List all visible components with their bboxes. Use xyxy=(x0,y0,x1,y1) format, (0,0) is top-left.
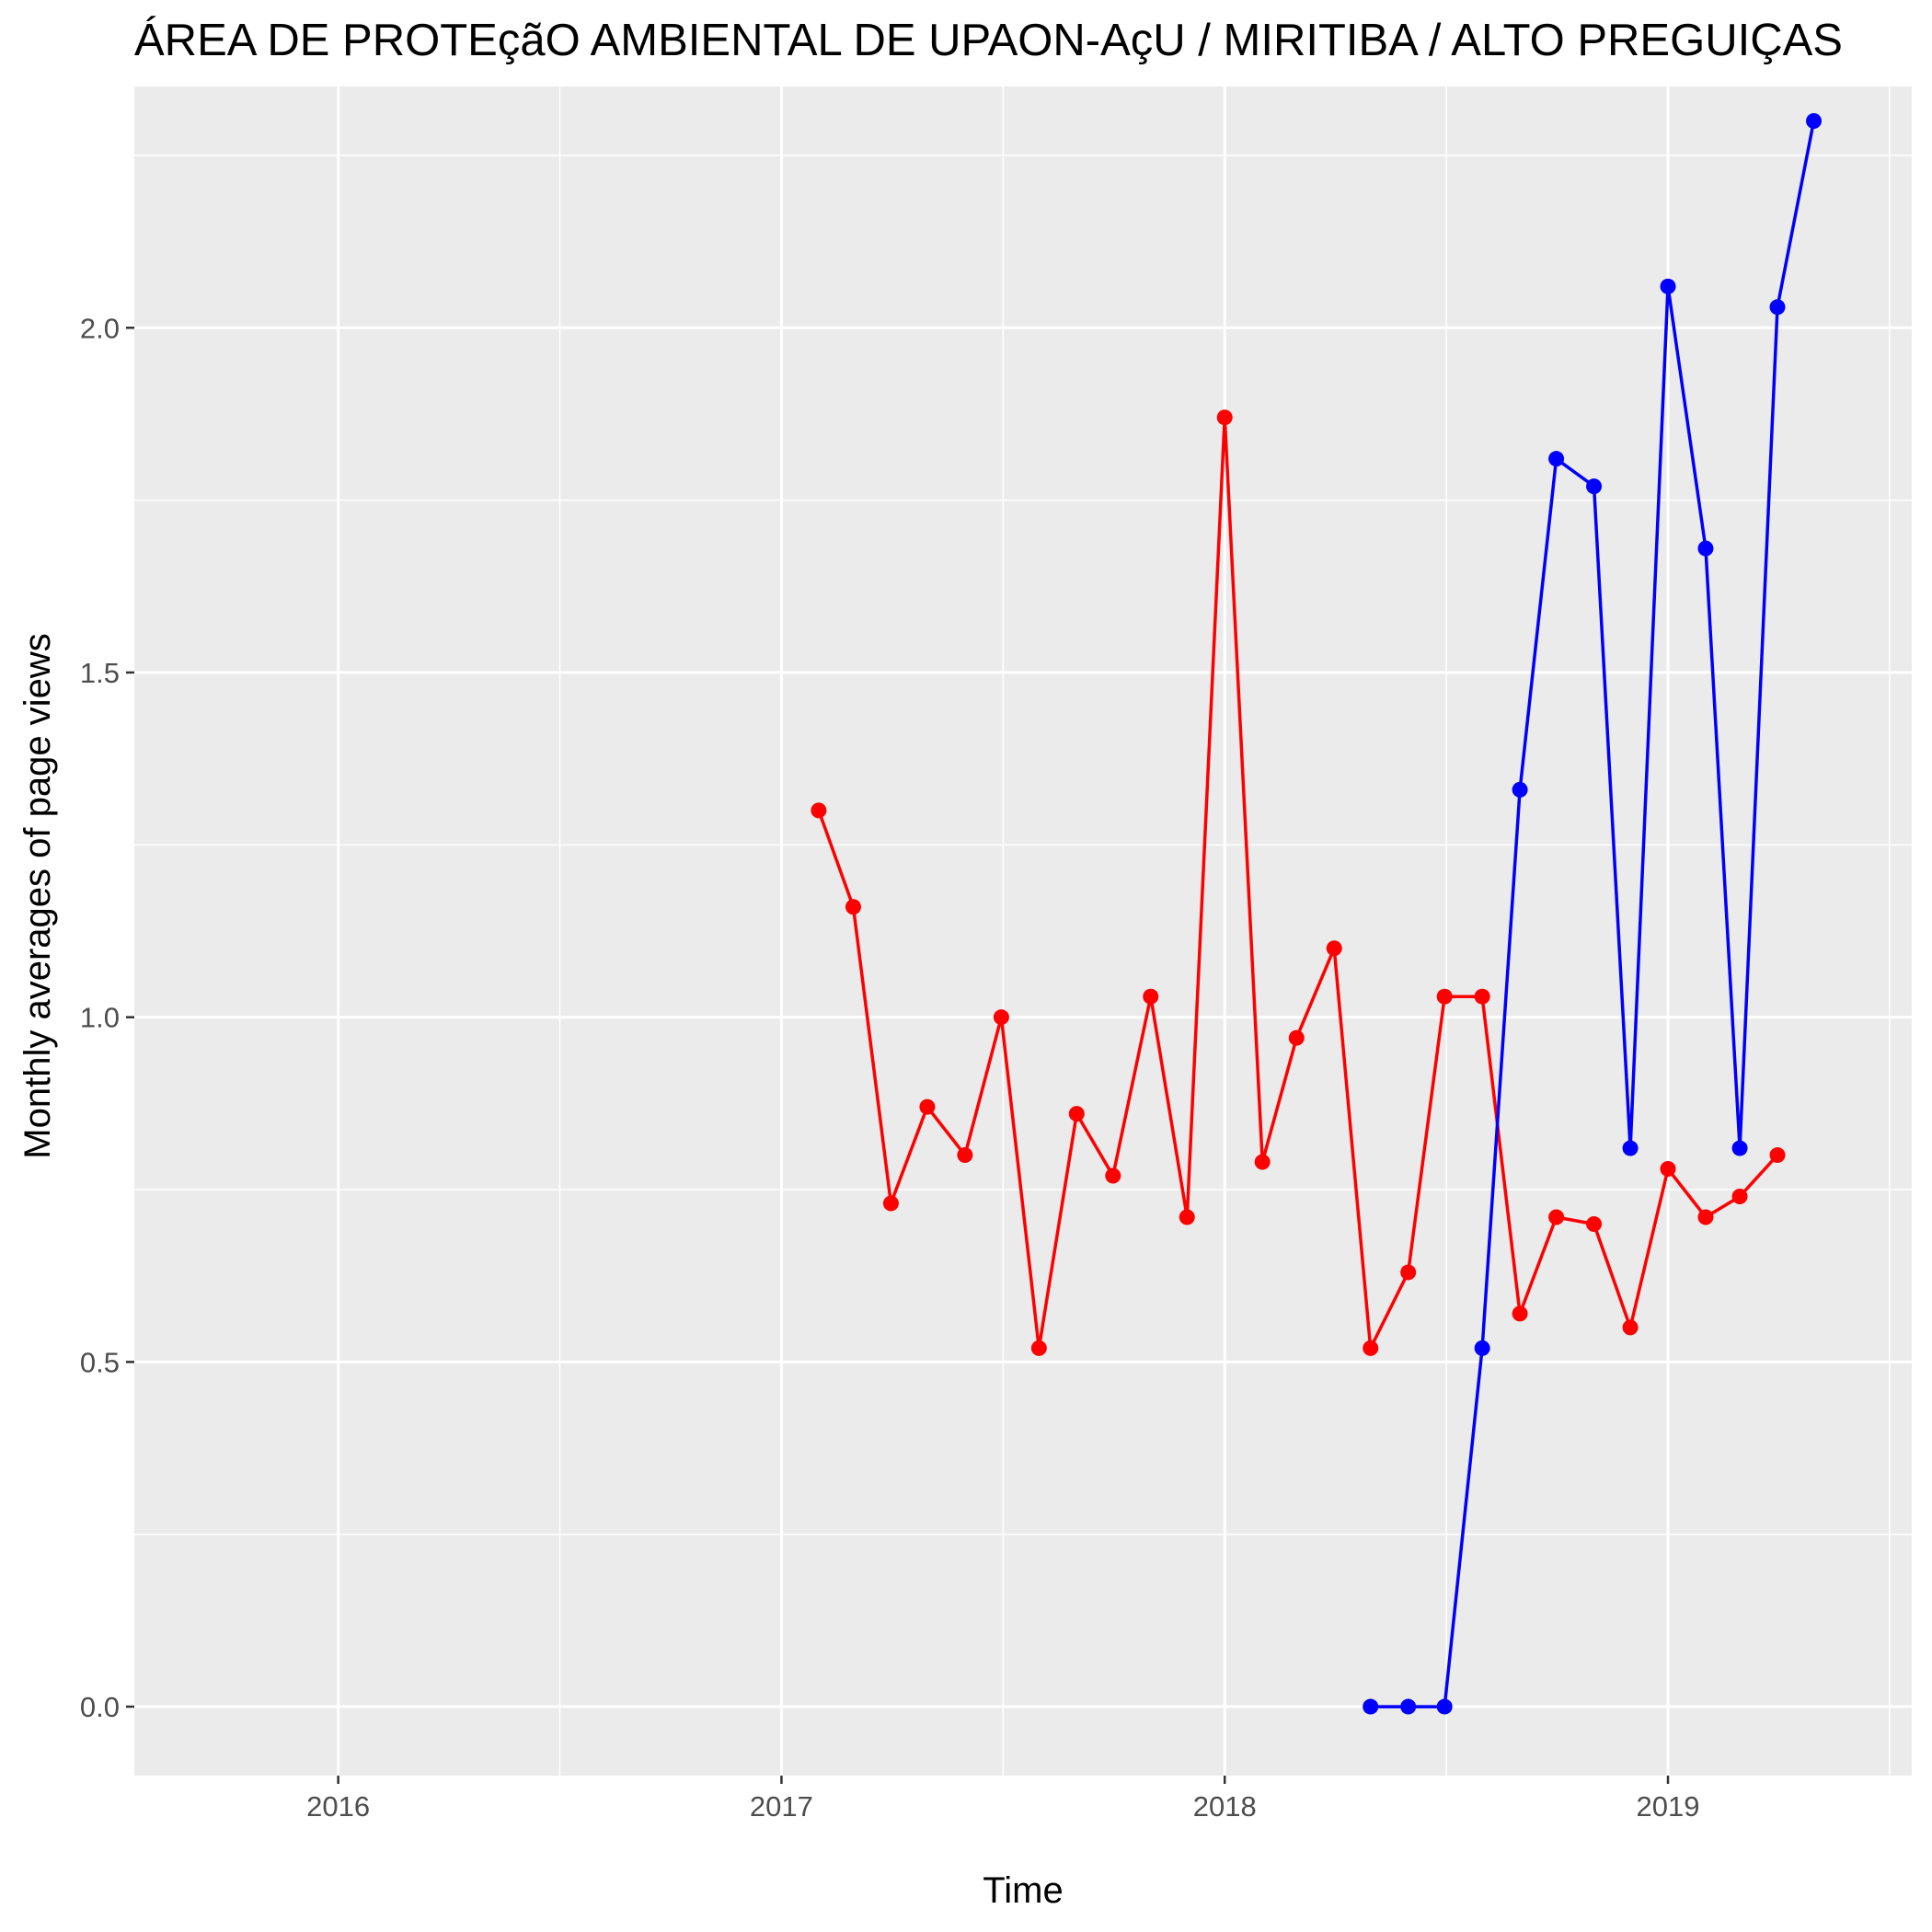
y-tick-label: 2.0 xyxy=(80,312,120,344)
data-point xyxy=(1769,299,1786,316)
data-point xyxy=(1586,1215,1603,1232)
y-tick-label: 0.0 xyxy=(80,1691,120,1723)
data-point xyxy=(845,899,861,915)
data-point xyxy=(1326,940,1342,957)
data-point xyxy=(1363,1340,1379,1356)
y-axis: 0.0 0.5 1.0 1.5 2.0 xyxy=(80,312,134,1723)
data-point xyxy=(1474,988,1490,1005)
data-point xyxy=(1068,1106,1085,1122)
data-point xyxy=(1697,1209,1714,1225)
x-tick-label: 2017 xyxy=(750,1790,813,1823)
data-point xyxy=(1143,988,1159,1005)
data-point xyxy=(1731,1189,1748,1205)
x-axis-title: Time xyxy=(983,1870,1063,1911)
data-point xyxy=(1400,1264,1417,1281)
data-point xyxy=(1586,478,1603,495)
chart-title: ÁREA DE PROTEçãO AMBIENTAL DE UPAON-AçU … xyxy=(134,16,1843,65)
data-point xyxy=(1436,988,1453,1005)
data-point xyxy=(1769,1147,1786,1164)
data-point xyxy=(919,1098,936,1115)
data-point xyxy=(1731,1140,1748,1156)
y-tick-label: 1.0 xyxy=(80,1002,120,1034)
data-point xyxy=(1030,1340,1047,1356)
data-point xyxy=(1622,1319,1639,1336)
data-point xyxy=(882,1195,899,1212)
series-layer xyxy=(811,112,1823,1715)
data-point xyxy=(1660,278,1676,294)
y-axis-title: Monthly averages of page views xyxy=(17,633,58,1158)
data-point xyxy=(1806,112,1823,129)
data-point xyxy=(1436,1698,1453,1715)
data-point xyxy=(1660,1161,1676,1178)
series-1 xyxy=(811,409,1786,1356)
data-point xyxy=(1548,451,1565,467)
data-point xyxy=(1622,1140,1639,1156)
data-point xyxy=(1512,781,1528,798)
x-tick-label: 2018 xyxy=(1193,1790,1257,1823)
y-tick-label: 1.5 xyxy=(80,657,120,689)
data-point xyxy=(1400,1698,1417,1715)
data-point xyxy=(993,1009,1009,1026)
x-axis: 2016 2017 2018 2019 xyxy=(306,1776,1699,1823)
x-tick-label: 2019 xyxy=(1637,1790,1700,1823)
data-point xyxy=(1548,1209,1565,1225)
data-point xyxy=(1363,1698,1379,1715)
data-point xyxy=(1179,1209,1195,1225)
data-point xyxy=(957,1147,973,1164)
data-point xyxy=(1512,1305,1528,1322)
data-point xyxy=(1105,1167,1121,1184)
data-point xyxy=(1216,409,1233,426)
data-point xyxy=(1474,1340,1490,1356)
major-gridlines xyxy=(134,86,1912,1776)
minor-gridlines xyxy=(134,86,1912,1776)
series-2 xyxy=(1363,112,1823,1715)
plot-panel xyxy=(134,86,1912,1776)
data-point xyxy=(1288,1029,1305,1046)
data-point xyxy=(1254,1154,1271,1170)
data-point xyxy=(1697,540,1714,557)
y-tick-label: 0.5 xyxy=(80,1346,120,1378)
data-point xyxy=(811,802,827,819)
x-tick-label: 2016 xyxy=(306,1790,370,1823)
